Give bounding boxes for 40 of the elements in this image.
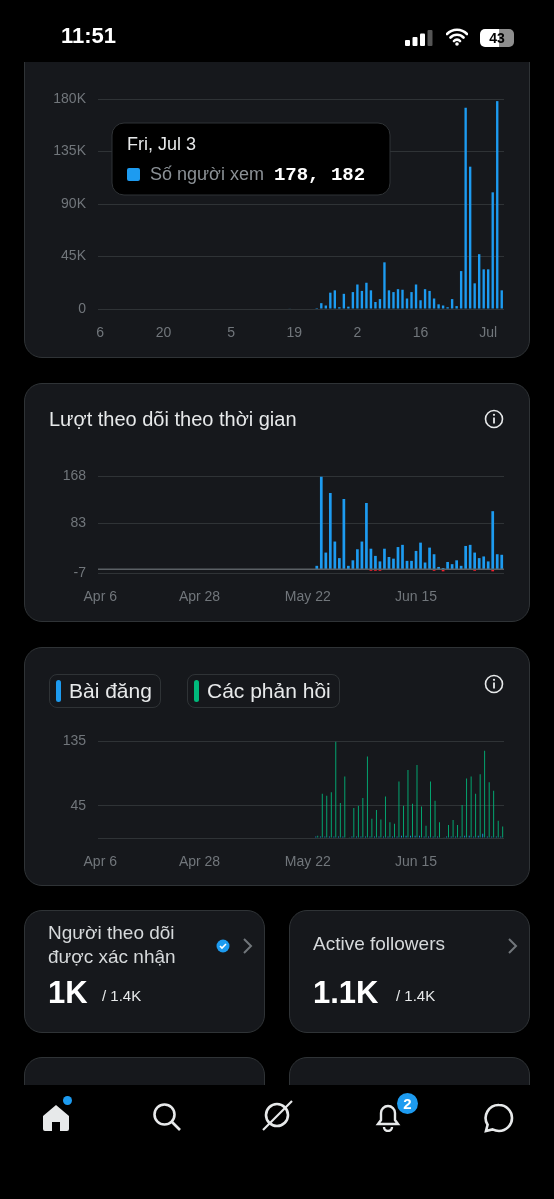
- text: / 1.4K: [102, 987, 142, 1004]
- text: / 1.4K: [396, 987, 436, 1004]
- x-tick-label: 19: [286, 324, 303, 341]
- x-tick-label: Apr 28: [178, 853, 221, 870]
- x-tick-label: 16: [412, 324, 429, 341]
- y-tick-label: 90K: [61, 194, 87, 211]
- x-tick-label: May 22: [284, 853, 331, 870]
- legend-label: Bài đăng: [69, 679, 152, 703]
- annotation: 178, 182: [273, 163, 366, 186]
- text: 43: [480, 29, 514, 47]
- x-tick-label: Jul: [479, 324, 498, 341]
- y-tick-label: 135K: [53, 142, 87, 159]
- text: 1K: [48, 975, 88, 1011]
- x-tick-label: May 22: [284, 588, 331, 605]
- y-tick-label: 180K: [53, 89, 87, 106]
- x-tick-label: 2: [353, 324, 362, 341]
- x-tick-label: 6: [96, 324, 105, 341]
- y-tick-label: 45K: [61, 247, 87, 264]
- chart-title: Lượt theo dõi theo thời gian: [49, 408, 297, 431]
- x-tick-label: 20: [155, 324, 172, 341]
- text: 2: [397, 1093, 418, 1114]
- x-tick-label: Apr 6: [83, 588, 118, 605]
- x-tick-label: Jun 15: [395, 853, 438, 870]
- text: Active followers: [313, 933, 445, 955]
- x-tick-label: Apr 28: [178, 588, 221, 605]
- x-tick-label: 5: [227, 324, 236, 341]
- annotation: Fri, Jul 3: [127, 133, 197, 154]
- y-tick-label: 0: [78, 299, 87, 316]
- legend-label: Các phản hồi: [207, 679, 331, 703]
- y-tick-label: -7: [73, 563, 87, 580]
- x-tick-label: Apr 6: [83, 853, 118, 870]
- x-tick-label: Jun 15: [395, 588, 438, 605]
- y-tick-label: 83: [70, 514, 87, 531]
- y-tick-label: 45: [70, 796, 87, 813]
- legend-label: Số người xem: [150, 163, 264, 184]
- text: Người theo dõi được xác nhận: [48, 921, 177, 969]
- text: 1.1K: [313, 975, 379, 1011]
- text: 11:51: [61, 23, 117, 49]
- y-tick-label: 135: [62, 732, 87, 749]
- y-tick-label: 168: [62, 467, 87, 484]
